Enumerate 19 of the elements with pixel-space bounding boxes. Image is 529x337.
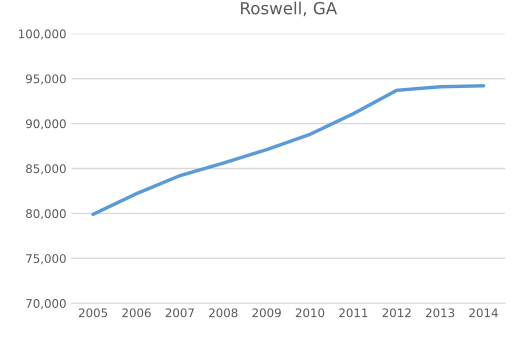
x-tick-label: 2007 <box>166 308 194 318</box>
y-tick-label: 85,000 <box>26 164 66 174</box>
x-tick-label: 2010 <box>296 308 324 318</box>
x-tick-label: 2005 <box>78 308 108 318</box>
y-tick-label: 100,000 <box>19 29 66 40</box>
y-tick-label: 75,000 <box>26 254 66 264</box>
y-tick-label: 70,000 <box>26 299 66 310</box>
x-tick-label: 2013 <box>426 308 454 318</box>
y-tick-label: 90,000 <box>26 119 66 130</box>
y-tick-label: 95,000 <box>26 74 66 84</box>
x-tick-label: 2014 <box>469 308 498 318</box>
x-tick-label: 2008 <box>209 308 238 318</box>
x-tick-label: 2009 <box>252 308 281 318</box>
y-tick-label: 80,000 <box>26 209 66 220</box>
chart-title: Roswell, GA <box>241 2 338 16</box>
line-series <box>91 84 486 216</box>
x-tick-label: 2006 <box>122 308 151 318</box>
x-tick-label: 2012 <box>382 308 411 318</box>
x-tick-label: 2011 <box>339 308 368 318</box>
